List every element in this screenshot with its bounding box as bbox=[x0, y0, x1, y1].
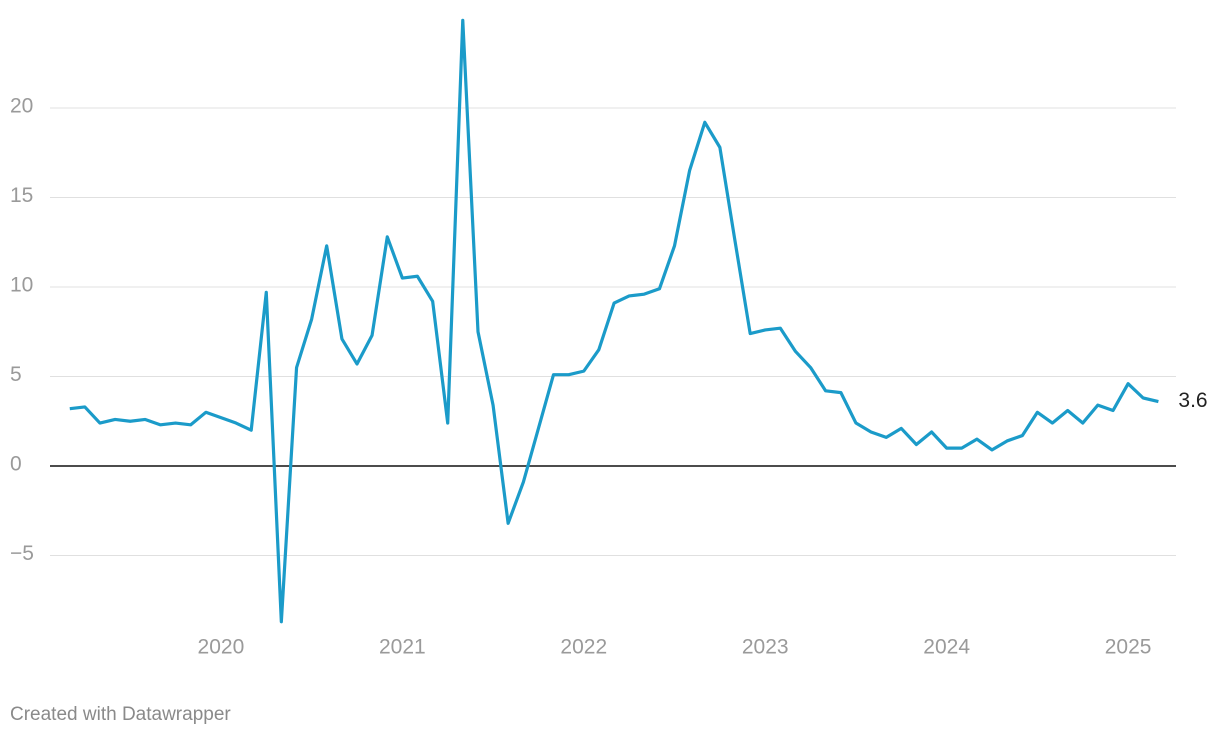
footer: Created with Datawrapper bbox=[10, 704, 231, 725]
y-tick-label: 20 bbox=[10, 95, 33, 118]
x-tick-label: 2021 bbox=[379, 636, 426, 659]
x-tick-label: 2023 bbox=[742, 636, 789, 659]
y-tick-label: 15 bbox=[10, 184, 33, 207]
x-tick-label: 2022 bbox=[560, 636, 607, 659]
y-tick-label: 10 bbox=[10, 274, 33, 297]
line bbox=[69, 18, 1159, 624]
x-tick-label: 2020 bbox=[198, 636, 245, 659]
x-tick-label: 2025 bbox=[1105, 636, 1152, 659]
y-tick-label: −5 bbox=[10, 542, 34, 565]
end-label: 3.6 bbox=[1178, 389, 1207, 412]
y-tick-label: 5 bbox=[10, 363, 22, 386]
x-tick-label: 2024 bbox=[923, 636, 970, 659]
y-tick-label: 0 bbox=[10, 453, 22, 476]
